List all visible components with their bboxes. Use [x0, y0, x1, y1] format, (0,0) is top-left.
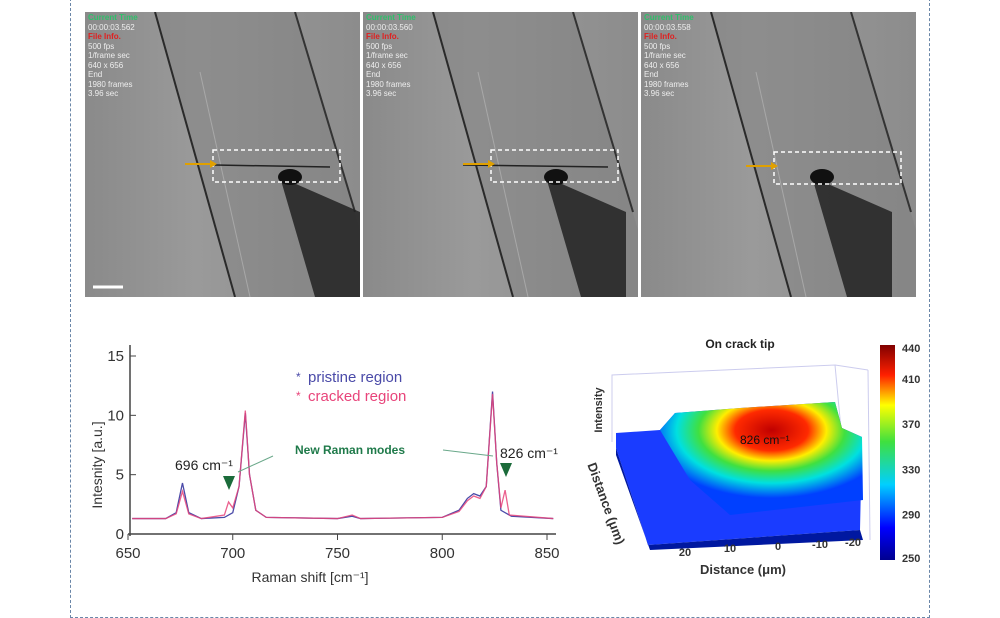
- marker-triangle-right: [500, 463, 512, 477]
- end-label: End: [644, 70, 659, 79]
- marker-triangle-left: [223, 476, 235, 490]
- legend-pristine: pristine region: [308, 369, 402, 386]
- frame-sec: 1/frame sec: [366, 51, 408, 60]
- file-info-label: File Info.: [644, 32, 677, 41]
- frame-count: 1980 frames: [644, 79, 689, 89]
- colorbar-tick: 330: [902, 464, 920, 476]
- colorbar-tick: 250: [902, 553, 920, 565]
- duration: 3.96 sec: [644, 89, 675, 98]
- surface-annotation: 826 cm⁻¹: [740, 433, 790, 447]
- end-label: End: [88, 70, 103, 79]
- y-tick-label: 10: [107, 407, 124, 424]
- fps: 500 fps: [88, 41, 115, 51]
- timestamp: 00:00:03.558: [644, 22, 691, 32]
- annotation-leader-right: [442, 449, 494, 457]
- current-time-label: Current Time: [644, 13, 694, 22]
- x-tick-label: 700: [220, 545, 245, 562]
- frame-image: [93, 12, 360, 297]
- surface-x-tick: 10: [724, 543, 736, 555]
- surface-x-tick: 20: [679, 547, 691, 559]
- frame-count: 1980 frames: [366, 79, 411, 89]
- legend-marker-cracked: *: [296, 389, 301, 403]
- timestamp: 00:00:03.560: [366, 22, 413, 32]
- colorbar-tick: 410: [902, 374, 920, 386]
- colorbar-tick: 370: [902, 419, 920, 431]
- z-axis-label: Intensity: [593, 387, 605, 433]
- high-speed-frame: Current Time 00:00:03.558 File Info. 500…: [641, 12, 916, 297]
- axis-box-edge: [834, 364, 869, 371]
- surface-x-tick: -10: [812, 539, 828, 551]
- high-speed-frame: Current Time 00:00:03.560 File Info. 500…: [363, 12, 638, 297]
- resolution: 640 x 656: [88, 60, 124, 70]
- frame-info-overlay: Current Time 00:00:03.558 File Info. 500…: [644, 13, 694, 99]
- file-info-label: File Info.: [366, 32, 399, 41]
- frame-image: [432, 12, 638, 297]
- legend-cracked: cracked region: [308, 388, 406, 405]
- duration: 3.96 sec: [366, 89, 397, 98]
- series-cracked: [132, 393, 554, 520]
- legend-marker-pristine: *: [296, 370, 301, 384]
- surface-front-edge: [616, 448, 863, 550]
- y-axis-label: Distance (μm): [584, 460, 628, 546]
- frame-sec: 1/frame sec: [644, 51, 686, 60]
- timestamp: 00:00:03.562: [88, 22, 135, 32]
- frame-sec: 1/frame sec: [88, 51, 130, 60]
- x-tick-label: 750: [325, 545, 350, 562]
- annotation-leader-left: [237, 455, 274, 473]
- current-time-label: Current Time: [88, 13, 138, 22]
- x-tick-label: 850: [534, 545, 559, 562]
- x-axis-label: Raman shift [cm⁻¹]: [251, 569, 368, 585]
- x-tick-label: 650: [115, 545, 140, 562]
- surface-x-tick: -20: [845, 537, 861, 549]
- x-axis-label: Distance (μm): [700, 562, 786, 577]
- colorbar: [880, 345, 895, 560]
- duration: 3.96 sec: [88, 89, 119, 98]
- surface-x-tick: 0: [775, 541, 781, 553]
- current-time-label: Current Time: [366, 13, 416, 22]
- fps: 500 fps: [366, 41, 393, 51]
- surface-title: On crack tip: [705, 337, 774, 351]
- y-tick-label: 15: [107, 348, 124, 365]
- frame-count: 1980 frames: [88, 79, 133, 89]
- surface-plot: On crack tip 826 cm⁻¹ Intensity Distance…: [584, 337, 920, 577]
- x-tick-label: 800: [430, 545, 455, 562]
- annotation-new-modes: New Raman modes: [295, 443, 405, 457]
- y-tick-label: 0: [116, 526, 124, 543]
- surface-hot-region: [660, 402, 863, 515]
- y-axis-label: Intesnity [a.u.]: [89, 421, 105, 508]
- colorbar-tick: 290: [902, 510, 920, 522]
- resolution: 640 x 656: [366, 60, 402, 70]
- frame-image: [710, 12, 916, 297]
- annotation-826: 826 cm⁻¹: [500, 445, 558, 461]
- axis-box: [611, 364, 843, 442]
- colorbar-tick: 440: [902, 343, 920, 355]
- file-info-label: File Info.: [88, 32, 121, 41]
- end-label: End: [366, 70, 381, 79]
- frame-info-overlay: Current Time 00:00:03.562 File Info. 500…: [88, 13, 138, 99]
- resolution: 640 x 656: [644, 60, 680, 70]
- annotation-696: 696 cm⁻¹: [175, 457, 233, 473]
- high-speed-frame: Current Time 00:00:03.562 File Info. 500…: [85, 12, 360, 297]
- axis-box-edge-right: [867, 369, 871, 541]
- y-tick-label: 5: [116, 467, 124, 484]
- fps: 500 fps: [644, 41, 671, 51]
- frame-info-overlay: Current Time 00:00:03.560 File Info. 500…: [366, 13, 416, 99]
